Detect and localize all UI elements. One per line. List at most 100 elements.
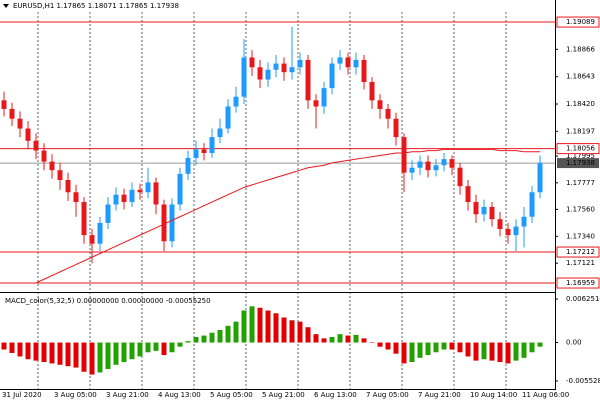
macd-bar — [153, 342, 159, 351]
macd-bar — [265, 310, 271, 343]
candle-body — [281, 63, 287, 73]
candle-body — [489, 206, 495, 220]
macd-bar — [345, 335, 351, 343]
x-tick-label: 31 Jul 2020 — [2, 391, 42, 399]
candle-body — [305, 59, 311, 101]
candle-body — [417, 161, 423, 168]
candle-body — [193, 149, 199, 158]
level-label-box — [556, 16, 600, 28]
candle-body — [457, 167, 463, 187]
candle-body — [481, 206, 487, 215]
macd-bar — [225, 325, 231, 343]
macd-bar — [489, 342, 495, 361]
y-tick-label: 1.17777 — [566, 179, 595, 187]
candle-body — [369, 81, 375, 101]
bid-label: 1.17938 — [566, 159, 595, 167]
candle-body — [1, 100, 7, 109]
macd-bar — [257, 307, 263, 343]
macd-bar — [529, 342, 535, 353]
macd-bar — [49, 342, 55, 364]
x-tick-label: 7 Aug 21:00 — [418, 391, 461, 399]
candle-body — [217, 128, 223, 138]
macd-bar — [521, 342, 527, 358]
grid — [37, 12, 507, 389]
macd-bar — [441, 342, 447, 350]
candle-body — [81, 202, 87, 236]
candle-body — [241, 57, 247, 97]
macd-title: MACD_color(5,32,5) 0.00000000 0.00000000… — [5, 297, 211, 305]
macd-bar — [41, 342, 47, 363]
macd-bar — [161, 342, 167, 356]
macd-tick-label: -0.005528 — [566, 377, 600, 385]
macd-bar — [465, 342, 471, 357]
candle-body — [537, 162, 543, 193]
candle-body — [273, 63, 279, 70]
candle-body — [433, 165, 439, 171]
level-label-box — [556, 277, 600, 289]
y-tick-label: 1.17995 — [566, 152, 595, 160]
macd-tick-label: 0.00 — [566, 339, 582, 347]
candle-body — [313, 100, 319, 107]
macd-bar — [121, 342, 127, 363]
y-tick-label: 1.17121 — [566, 259, 595, 267]
x-tick-label: 6 Aug 13:00 — [314, 391, 357, 399]
macd-bar — [33, 342, 39, 361]
macd-bar — [473, 342, 479, 361]
candle-body — [89, 235, 95, 244]
macd-bar — [241, 310, 247, 343]
candle-body — [17, 118, 23, 129]
macd-bar — [513, 342, 519, 361]
candle-body — [393, 118, 399, 138]
candle-body — [233, 96, 239, 107]
candle-body — [521, 216, 527, 227]
macd-bar — [177, 342, 183, 347]
candle-body — [225, 106, 231, 129]
macd-bar — [169, 342, 175, 353]
level-label: 1.16959 — [566, 279, 595, 287]
macd-bar — [185, 341, 191, 343]
y-tick-label: 1.17560 — [566, 205, 595, 213]
level-label: 1.17212 — [566, 248, 595, 256]
bid-label-box — [557, 158, 599, 169]
x-tick-label: 3 Aug 21:00 — [106, 391, 149, 399]
macd-bar — [9, 342, 15, 353]
macd-bar — [233, 321, 239, 343]
macd-bar — [425, 342, 431, 356]
candle-body — [529, 192, 535, 217]
candle-body — [97, 222, 103, 244]
macd-bar — [201, 335, 207, 343]
macd-bar — [89, 342, 95, 375]
macd-bar — [25, 342, 31, 360]
macd-bar — [17, 342, 23, 357]
candle-body — [25, 128, 31, 141]
x-tick-label: 5 Aug 05:00 — [210, 391, 253, 399]
macd-bar — [385, 342, 391, 350]
macd-bar — [497, 342, 503, 363]
y-tick-label: 1.18866 — [566, 45, 595, 53]
candle-body — [409, 167, 415, 173]
candle-body — [497, 219, 503, 230]
macd-bar — [313, 334, 319, 343]
macd-bar — [377, 342, 383, 347]
candle-body — [121, 194, 127, 203]
candle-body — [401, 137, 407, 173]
macd-bar — [65, 342, 71, 367]
macd-bar — [281, 317, 287, 343]
macd-bar — [193, 336, 199, 343]
x-tick-label: 11 Aug 06:00 — [522, 391, 569, 399]
y-tick-label: 1.18197 — [566, 127, 595, 135]
candle-body — [473, 202, 479, 215]
candle-body — [209, 137, 215, 154]
y-tick-label: 1.17340 — [566, 232, 595, 240]
level-label: 1.19089 — [566, 18, 595, 26]
macd-bar — [209, 332, 215, 343]
macd-bar — [417, 342, 423, 358]
macd-bar — [73, 342, 79, 368]
candle-body — [329, 63, 335, 89]
macd-bar — [81, 342, 87, 372]
candle-body — [49, 161, 55, 171]
menu-icon[interactable] — [3, 4, 9, 8]
x-tick-label: 3 Aug 05:00 — [54, 391, 97, 399]
candle-body — [385, 108, 391, 119]
